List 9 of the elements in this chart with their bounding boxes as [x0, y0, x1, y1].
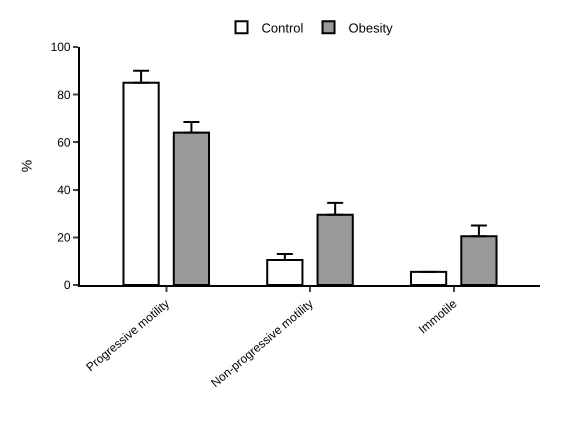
y-tick-label: 80: [57, 88, 71, 102]
y-tick-label: 0: [64, 278, 71, 292]
y-tick-label: 40: [57, 183, 71, 197]
y-tick-label: 100: [50, 40, 71, 54]
y-tick-label: 60: [57, 135, 71, 150]
legend-label: Control: [262, 20, 304, 36]
y-tick-label: 20: [57, 230, 71, 245]
legend-label: Obesity: [348, 20, 394, 36]
y-axis-title: %: [18, 160, 35, 172]
